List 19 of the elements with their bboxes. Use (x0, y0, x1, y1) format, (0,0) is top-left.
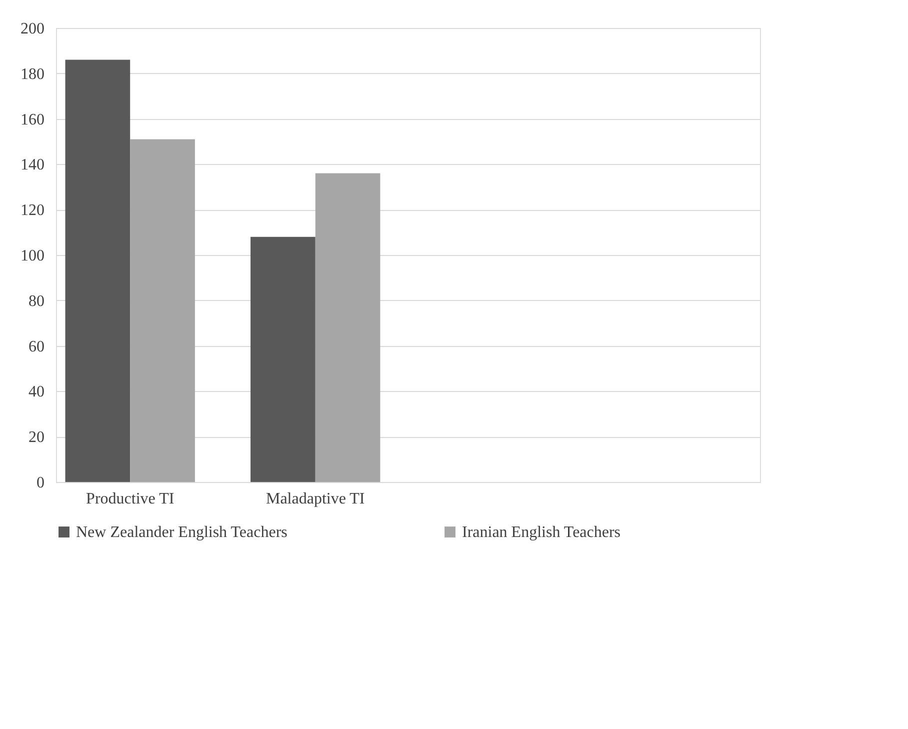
y-tick-label: 20 (28, 429, 44, 446)
x-tick-label: Maladaptive TI (266, 490, 365, 508)
y-tick-label: 80 (28, 292, 44, 310)
x-tick-label: Productive TI (86, 490, 174, 508)
y-tick-label: 180 (20, 66, 44, 83)
y-tick-label: 60 (28, 338, 44, 356)
bar (130, 139, 195, 482)
y-tick-label: 0 (36, 474, 44, 492)
y-tick-label: 160 (20, 111, 44, 128)
legend-label: New Zealander English Teachers (76, 524, 288, 541)
y-tick-label: 140 (20, 156, 44, 174)
y-tick-label: 40 (28, 384, 44, 401)
y-tick-label: 200 (20, 20, 44, 38)
bar (315, 173, 380, 482)
bar (65, 60, 130, 482)
y-tick-label: 100 (20, 248, 44, 264)
legend-label: Iranian English Teachers (462, 524, 621, 541)
y-tick-label: 120 (20, 202, 44, 220)
bar (250, 236, 316, 482)
